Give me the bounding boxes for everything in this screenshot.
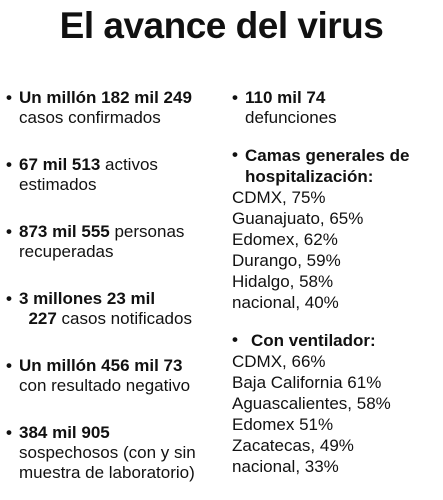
stat-confirmed-cases: • Un millón 182 mil 249 casos confirmado… bbox=[6, 88, 231, 128]
list-item: nacional, 33% bbox=[232, 457, 339, 476]
beds-section: • Camas generales de bbox=[232, 145, 443, 166]
list-item: CDMX, 75% bbox=[232, 188, 326, 207]
stat-notified-cases: • 3 millones 23 mil 227 casos notificado… bbox=[6, 289, 231, 329]
list-item: Edomex, 62% bbox=[232, 230, 338, 249]
stat-label: con resultado negativo bbox=[19, 376, 191, 395]
stat-label: recuperadas bbox=[19, 242, 114, 261]
right-column: • 110 mil 74 defunciones • Camas general… bbox=[232, 88, 443, 477]
stat-value: 873 mil 555 bbox=[19, 222, 110, 241]
list-item: Baja California 61% bbox=[232, 373, 382, 392]
stat-label: sospechosos (con y sin bbox=[19, 443, 196, 462]
beds-heading: hospitalización: bbox=[245, 167, 374, 186]
bullet: • bbox=[6, 289, 12, 308]
ventilators-section: • Con ventilador: bbox=[232, 330, 443, 351]
list-item: Edomex 51% bbox=[232, 415, 334, 434]
bullet: • bbox=[6, 88, 12, 107]
stat-label: personas bbox=[109, 222, 185, 241]
stat-value-cont: 227 bbox=[28, 309, 57, 328]
list-item: Aguascalientes, 58% bbox=[232, 394, 391, 413]
stat-label: defunciones bbox=[245, 108, 337, 127]
stat-label: casos confirmados bbox=[19, 108, 161, 127]
stat-recovered: • 873 mil 555 personas recuperadas bbox=[6, 222, 231, 262]
list-item: nacional, 40% bbox=[232, 293, 339, 312]
ventilators-heading: Con ventilador: bbox=[251, 331, 376, 350]
stat-suspected: • 384 mil 905 sospechosos (con y sin mue… bbox=[6, 423, 231, 483]
stat-negative-results: • Un millón 456 mil 73 con resultado neg… bbox=[6, 356, 231, 396]
stat-value: Un millón 182 mil 249 bbox=[19, 88, 192, 107]
list-item: CDMX, 66% bbox=[232, 352, 326, 371]
beds-heading: Camas generales de bbox=[245, 146, 410, 165]
bullet: • bbox=[6, 423, 12, 442]
stat-active-cases: • 67 mil 513 activos estimados bbox=[6, 155, 231, 195]
page-title: El avance del virus bbox=[59, 5, 384, 46]
stat-label: muestra de laboratorio) bbox=[19, 463, 195, 482]
stat-value: 3 millones 23 mil bbox=[19, 289, 156, 308]
stat-value: Un millón 456 mil 73 bbox=[19, 356, 183, 375]
stat-value: 110 mil 74 bbox=[245, 88, 326, 107]
stat-deaths: • 110 mil 74 defunciones bbox=[232, 88, 443, 128]
bullet: • bbox=[6, 155, 12, 174]
list-item: Durango, 59% bbox=[232, 251, 341, 270]
stat-label: activos bbox=[100, 155, 158, 174]
bullet: • bbox=[6, 356, 12, 375]
stat-label: estimados bbox=[19, 175, 97, 194]
bullet: • bbox=[6, 222, 12, 241]
stat-value: 67 mil 513 bbox=[19, 155, 101, 174]
bullet: • bbox=[232, 88, 238, 107]
stat-value: 384 mil 905 bbox=[19, 423, 110, 442]
left-column: • Un millón 182 mil 249 casos confirmado… bbox=[6, 88, 231, 483]
list-item: Guanajuato, 65% bbox=[232, 209, 364, 228]
bullet: • bbox=[232, 330, 238, 349]
list-item: Hidalgo, 58% bbox=[232, 272, 334, 291]
stat-label: casos notificados bbox=[56, 309, 192, 328]
bullet: • bbox=[232, 145, 238, 164]
list-item: Zacatecas, 49% bbox=[232, 436, 354, 455]
